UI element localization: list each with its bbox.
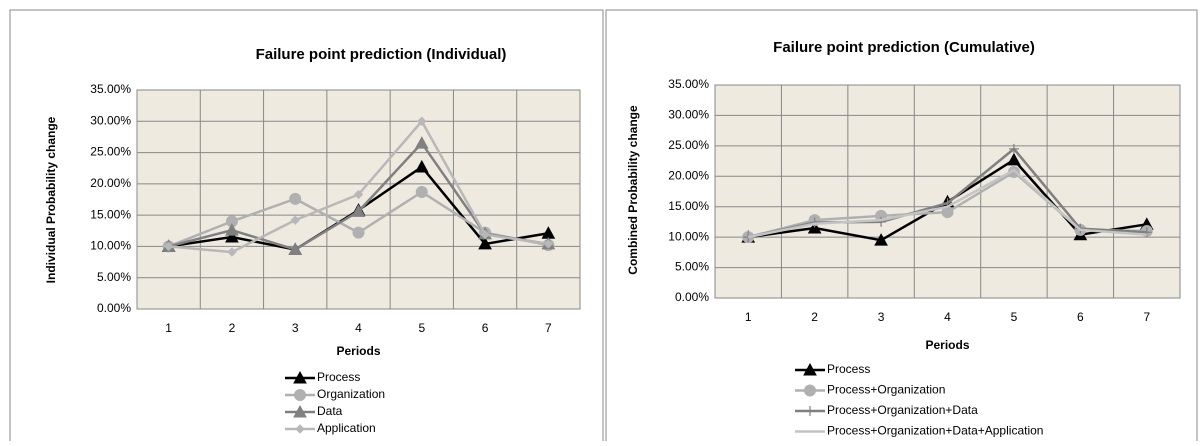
marker — [289, 192, 302, 205]
chart-title: Failure point prediction (Individual) — [256, 46, 507, 63]
chart-title: Failure point prediction (Cumulative) — [773, 39, 1035, 56]
x-tick-label: 5 — [1011, 310, 1018, 324]
y-tick-label: 35.00% — [668, 77, 709, 91]
series-line — [747, 168, 1147, 239]
y-tick-label: 15.00% — [668, 199, 709, 213]
marker — [293, 370, 307, 384]
x-axis-title: Periods — [925, 338, 969, 352]
marker — [351, 204, 366, 217]
legend-label: Process+Organization+Data — [827, 403, 978, 417]
marker — [1007, 152, 1021, 166]
marker — [414, 159, 429, 173]
x-tick-label: 7 — [545, 321, 552, 335]
x-tick-label: 4 — [355, 321, 362, 335]
legend-label: Data — [317, 404, 343, 418]
y-tick-label: 35.00% — [90, 82, 131, 96]
x-tick-label: 2 — [811, 310, 818, 324]
plot-area — [714, 84, 1181, 299]
marker — [805, 406, 815, 416]
marker — [353, 189, 364, 200]
x-tick-label: 6 — [482, 321, 489, 335]
marker — [295, 424, 305, 434]
marker — [480, 229, 490, 240]
marker — [417, 116, 427, 126]
marker — [874, 233, 888, 246]
marker — [352, 226, 365, 239]
marker — [1008, 143, 1019, 154]
marker — [163, 241, 174, 252]
x-tick-label: 1 — [745, 310, 752, 324]
y-tick-label: 5.00% — [97, 270, 131, 284]
marker — [414, 136, 429, 149]
x-tick-label: 2 — [229, 321, 236, 335]
x-tick-label: 3 — [292, 321, 299, 335]
marker — [415, 185, 428, 198]
x-tick-label: 4 — [944, 310, 951, 324]
marker — [804, 384, 816, 397]
marker — [290, 215, 300, 225]
marker — [543, 239, 554, 249]
marker — [876, 216, 887, 227]
marker — [803, 362, 817, 376]
legend-label: Process — [317, 370, 360, 384]
y-tick-label: 20.00% — [90, 176, 131, 190]
x-tick-label: 3 — [878, 310, 885, 324]
y-axis-title: Individual Probability change — [44, 116, 58, 283]
marker — [1141, 227, 1152, 238]
marker — [478, 236, 492, 250]
legend-label: Process+Organization — [827, 383, 945, 397]
marker — [288, 242, 303, 256]
x-tick-label: 7 — [1143, 310, 1150, 324]
x-tick-label: 6 — [1077, 310, 1084, 324]
marker — [227, 247, 237, 257]
legend-label: Organization — [317, 387, 385, 401]
y-tick-label: 0.00% — [97, 301, 131, 315]
x-axis-title: Periods — [336, 344, 380, 358]
y-tick-label: 15.00% — [90, 207, 131, 221]
legend-label: Process — [827, 362, 870, 376]
marker — [225, 229, 239, 243]
y-tick-label: 10.00% — [90, 239, 131, 253]
marker — [293, 404, 307, 418]
marker — [294, 389, 306, 401]
y-axis-title: Combined Probability change — [626, 105, 640, 275]
plot-area — [136, 89, 581, 310]
y-tick-label: 10.00% — [668, 229, 709, 243]
y-tick-label: 5.00% — [675, 260, 709, 274]
y-tick-label: 30.00% — [90, 113, 131, 127]
y-tick-label: 20.00% — [668, 168, 709, 182]
y-tick-label: 0.00% — [675, 290, 709, 304]
x-tick-label: 1 — [165, 321, 172, 335]
y-tick-label: 25.00% — [90, 145, 131, 159]
x-tick-label: 5 — [418, 321, 425, 335]
legend-label: Process+Organization+Data+Application — [827, 424, 1043, 438]
y-tick-label: 30.00% — [668, 108, 709, 122]
y-tick-label: 25.00% — [668, 138, 709, 152]
legend-label: Application — [317, 421, 376, 435]
marker — [225, 223, 239, 236]
